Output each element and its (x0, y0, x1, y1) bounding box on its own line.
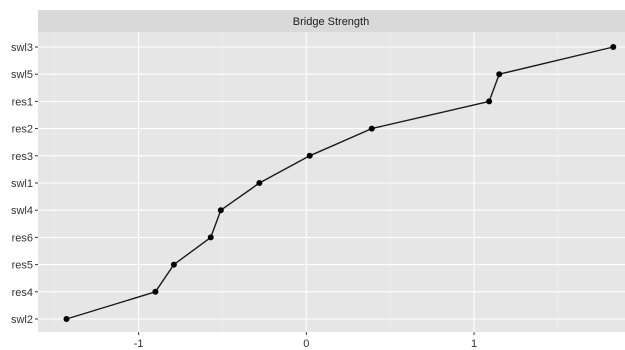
facet-title: Bridge Strength (293, 16, 369, 28)
y-tick-label: res5 (12, 260, 33, 272)
data-point-res1 (486, 98, 493, 105)
data-point-swl3 (610, 44, 617, 50)
y-tick-label: swl4 (11, 205, 33, 217)
data-point-swl2 (63, 316, 70, 322)
x-tick-label: -1 (134, 338, 144, 350)
data-point-swl5 (496, 71, 503, 78)
series-line-group (63, 44, 617, 322)
data-point-swl4 (217, 207, 224, 214)
major-grid (38, 32, 625, 332)
strip-background (38, 10, 625, 32)
y-axis: swl2 res4 res5 res6 swl4 swl1 res3 res2 res1 swl5… (11, 42, 38, 326)
data-point-res3 (306, 152, 313, 159)
data-point-swl1 (256, 180, 263, 186)
y-tick-label: swl1 (11, 178, 33, 190)
minor-grid (54, 32, 559, 332)
y-tick-label: res4 (12, 287, 33, 299)
plot-panel (38, 32, 625, 332)
data-point-res6 (207, 234, 214, 241)
y-tick-label: swl3 (11, 42, 33, 54)
y-tick-label: res6 (12, 232, 33, 244)
y-tick-label: res2 (12, 124, 33, 136)
y-tick-label: swl5 (11, 69, 33, 81)
y-tick-label: res3 (12, 151, 33, 163)
y-tick-label: swl2 (11, 314, 33, 326)
x-tick-label: 1 (471, 338, 477, 350)
y-tick-label: res1 (12, 96, 33, 108)
data-point-res4 (152, 288, 159, 295)
x-tick-label: 0 (303, 338, 309, 350)
data-point-res2 (368, 125, 375, 132)
data-point-res5 (170, 261, 177, 268)
x-axis: -1 0 1 (134, 332, 477, 350)
